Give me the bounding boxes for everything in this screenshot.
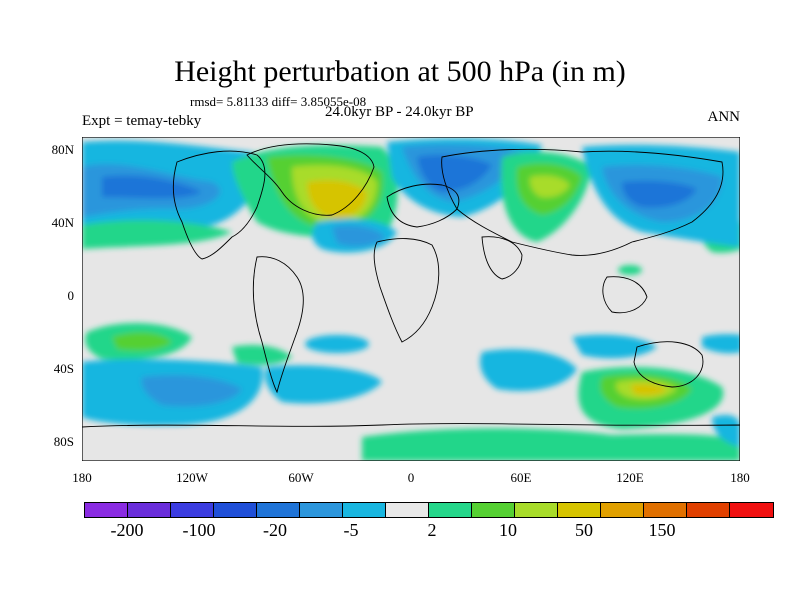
colorbar-swatch: [687, 503, 730, 517]
colorbar-label: -200: [110, 520, 144, 540]
season-label: ANN: [707, 109, 741, 125]
colorbar-swatch: [601, 503, 644, 517]
y-tick-label: 80S: [53, 434, 74, 449]
x-tick-label: 120W: [176, 470, 208, 485]
colorbar-swatch: [386, 503, 429, 517]
colorbar-label: -5: [343, 520, 359, 540]
coastlines: [82, 143, 740, 461]
period-label: 24.0kyr BP - 24.0kyr BP: [325, 104, 474, 120]
colorbar-swatch: [300, 503, 343, 517]
height-perturbation-map: [82, 137, 740, 461]
x-tick-label: 0: [407, 470, 415, 485]
colorbar-swatch: [429, 503, 472, 517]
colorbar-swatch: [472, 503, 515, 517]
contour-fill-layer: [82, 138, 740, 461]
colorbar: [84, 502, 774, 518]
colorbar-swatch: [730, 503, 773, 517]
x-tick-label: 120E: [616, 470, 644, 485]
colorbar-swatch: [214, 503, 257, 517]
stats-label: rmsd= 5.81133 diff= 3.85055e-08: [190, 94, 367, 109]
x-tick-label: 60E: [510, 470, 532, 485]
y-tick-label: 0: [67, 288, 75, 303]
colorbar-label: 2: [427, 520, 437, 540]
colorbar-swatch: [257, 503, 300, 517]
x-tick-label: 180: [72, 470, 92, 485]
colorbar-swatch: [558, 503, 601, 517]
colorbar-swatch: [644, 503, 687, 517]
x-tick-label: 60W: [288, 470, 314, 485]
colorbar-label: 10: [499, 520, 517, 540]
colorbar-swatch: [515, 503, 558, 517]
colorbar-label: -20: [263, 520, 287, 540]
colorbar-label: -100: [182, 520, 216, 540]
colorbar-swatch: [85, 503, 128, 517]
y-tick-label: 80N: [51, 142, 74, 157]
y-tick-label: 40N: [51, 215, 74, 230]
colorbar-swatch: [128, 503, 171, 517]
y-tick-label: 40S: [53, 361, 74, 376]
map-title: Height perturbation at 500 hPa (in m): [174, 55, 626, 88]
x-tick-label: 180: [730, 470, 750, 485]
colorbar-label: 50: [575, 520, 593, 540]
colorbar-swatch: [343, 503, 386, 517]
colorbar-swatch: [171, 503, 214, 517]
colorbar-label: 150: [648, 520, 676, 540]
experiment-label: Expt = temay-tebky: [82, 113, 202, 129]
